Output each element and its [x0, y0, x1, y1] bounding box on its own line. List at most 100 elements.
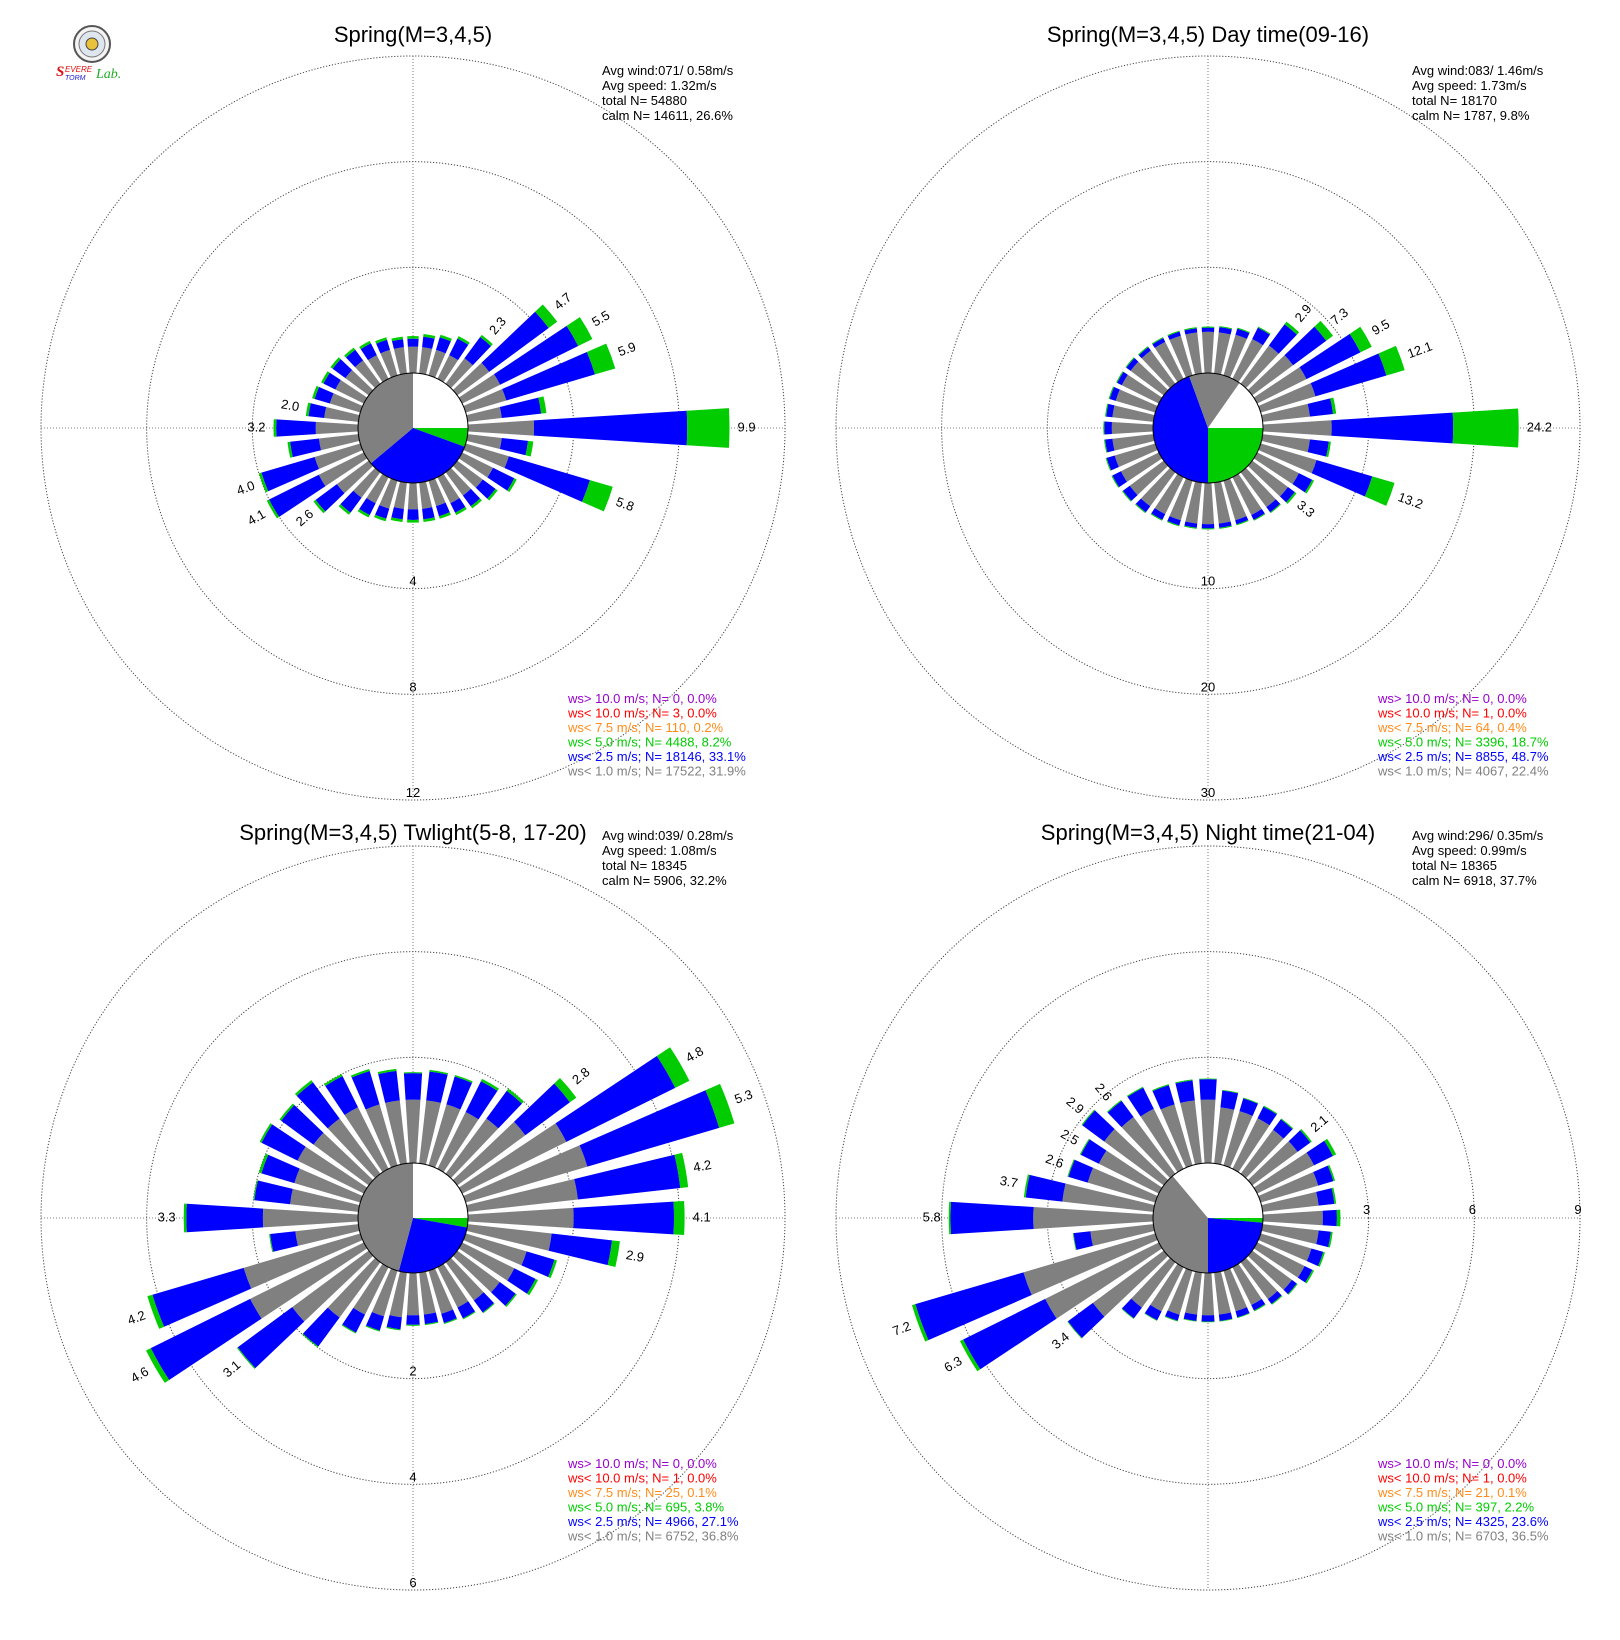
wind-bar-segment [1073, 1231, 1093, 1250]
stats-line: Avg wind:296/ 0.35m/s [1412, 828, 1544, 843]
wind-bar-segment [1326, 441, 1331, 458]
wind-bar-segment [1258, 1172, 1319, 1203]
bar-value-label: 24.2 [1527, 419, 1552, 434]
bar-value-label: 2.6 [1044, 1151, 1066, 1171]
wind-bar-segment [1223, 1268, 1247, 1312]
wind-bar-segment [1199, 1079, 1217, 1100]
wind-bar-segment [445, 1118, 499, 1179]
wind-bar-segment [487, 488, 498, 501]
ring-tick-label: 12 [406, 785, 420, 800]
wind-bar-segment [475, 479, 496, 499]
wind-bar-segment [457, 336, 470, 345]
wind-bar-segment [1112, 405, 1155, 422]
legend-entry: ws> 10.0 m/s; N= 0, 0.0% [567, 1456, 717, 1471]
wind-bar-segment [439, 334, 452, 342]
wind-bar-segment [1214, 481, 1231, 524]
wind-bar-segment [1107, 1100, 1134, 1128]
wind-bar-segment [1283, 1279, 1297, 1295]
wind-bar-segment [1286, 491, 1297, 504]
wind-bar-segment [428, 478, 446, 507]
wind-bar-segment [502, 352, 596, 401]
wind-bar-segment [486, 1090, 522, 1129]
bar-value-label: 4.1 [693, 1209, 711, 1224]
wind-bar-segment [1108, 386, 1115, 400]
stats-line: Avg wind:083/ 1.46m/s [1412, 63, 1544, 78]
calm-circle-outline [357, 1162, 469, 1274]
wind-bar-segment [437, 1111, 479, 1173]
wind-bar-segment [470, 498, 482, 509]
wind-bar-segment [1152, 338, 1166, 348]
svg-text:Lab.: Lab. [95, 67, 121, 82]
ring-tick-label: 4 [409, 574, 416, 589]
wind-bar-segment [948, 1201, 951, 1235]
wind-bar-segment [1300, 1129, 1312, 1143]
wind-bar-segment [335, 380, 368, 404]
wind-bar-segment [1349, 326, 1372, 353]
svg-text:S: S [56, 64, 64, 80]
wind-bar-segment [1235, 516, 1249, 525]
wind-bar-segment [1258, 443, 1317, 474]
wind-bar-segment [405, 1099, 421, 1164]
wind-bar-segment [258, 472, 269, 493]
bar-value-label: 5.8 [614, 494, 636, 514]
wind-bar-segment [259, 1123, 273, 1143]
wind-bar-segment [1180, 1100, 1202, 1165]
wind-bar-segment [389, 1271, 407, 1318]
calm-sector [1189, 373, 1208, 428]
wind-bar-segment [1169, 335, 1193, 378]
wind-bar-segment [1167, 330, 1180, 336]
wind-bar-segment [1284, 326, 1327, 366]
bar-value-label: 5.8 [923, 1209, 941, 1224]
wind-bar-segment [152, 1267, 252, 1327]
calm-sector [413, 1163, 468, 1218]
ring-tick-label: 3 [1363, 1202, 1370, 1217]
wind-bar-segment [458, 452, 494, 478]
wind-bar-segment [452, 362, 490, 396]
wind-bar-segment [1219, 525, 1232, 529]
chart-title: Spring(M=3,4,5) [334, 22, 492, 47]
wind-bar-segment [1201, 528, 1215, 530]
wind-bar-segment [449, 338, 469, 361]
wind-bar-segment [445, 467, 471, 496]
wind-bar-segment [1318, 1251, 1325, 1267]
wind-bar-segment [422, 507, 435, 520]
bar-value-label: 13.2 [1396, 489, 1425, 512]
bar-value-label: 4.2 [692, 1157, 712, 1175]
wind-bar-segment [419, 481, 433, 509]
chart-title: Spring(M=3,4,5) Night time(21-04) [1041, 820, 1375, 845]
bar-value-label: 4.1 [245, 506, 268, 528]
wind-bar-segment [487, 467, 515, 491]
wind-bar-segment [1232, 1263, 1262, 1306]
wind-bar-segment [465, 1081, 498, 1120]
wind-bar-segment [1270, 503, 1281, 514]
ring-tick-label: 10 [1201, 574, 1215, 589]
wind-bar-segment [1067, 1302, 1105, 1339]
wind-bar-segment [424, 1321, 439, 1326]
wind-bar-segment [1336, 1209, 1341, 1227]
wind-bar-segment [1112, 434, 1155, 451]
wind-bar-segment [1131, 1257, 1176, 1308]
stats-line: Avg speed: 0.99m/s [1412, 843, 1527, 858]
wind-bar-segment [429, 1069, 449, 1075]
wind-bar-segment [1253, 513, 1266, 521]
wind-bar-segment [359, 498, 376, 516]
bar-value-label: 6.3 [941, 1353, 964, 1375]
wind-bar-segment [261, 1154, 300, 1184]
wind-bar-segment [1184, 327, 1197, 331]
bar-value-label: 2.5 [1058, 1126, 1081, 1148]
wind-bar-segment [407, 338, 419, 347]
ring-tick-label: 6 [1469, 1202, 1476, 1217]
wind-bar-segment [390, 517, 403, 523]
wind-bar-segment [1115, 389, 1158, 413]
wind-bar-segment [1199, 1078, 1217, 1080]
wind-bar-segment [403, 1073, 423, 1100]
wind-bar-segment [527, 1278, 538, 1296]
wind-bar-segment [321, 371, 330, 384]
wind-bar-segment [186, 1203, 264, 1233]
wind-bar-segment [371, 1268, 398, 1317]
wind-bar-segment [375, 505, 390, 519]
wind-bar-segment [1253, 1152, 1315, 1194]
legend-entry: ws< 10.0 m/s; N= 1, 0.0% [1377, 1471, 1527, 1486]
calm-sector [1172, 1163, 1208, 1218]
wind-bar-segment [1218, 521, 1232, 528]
